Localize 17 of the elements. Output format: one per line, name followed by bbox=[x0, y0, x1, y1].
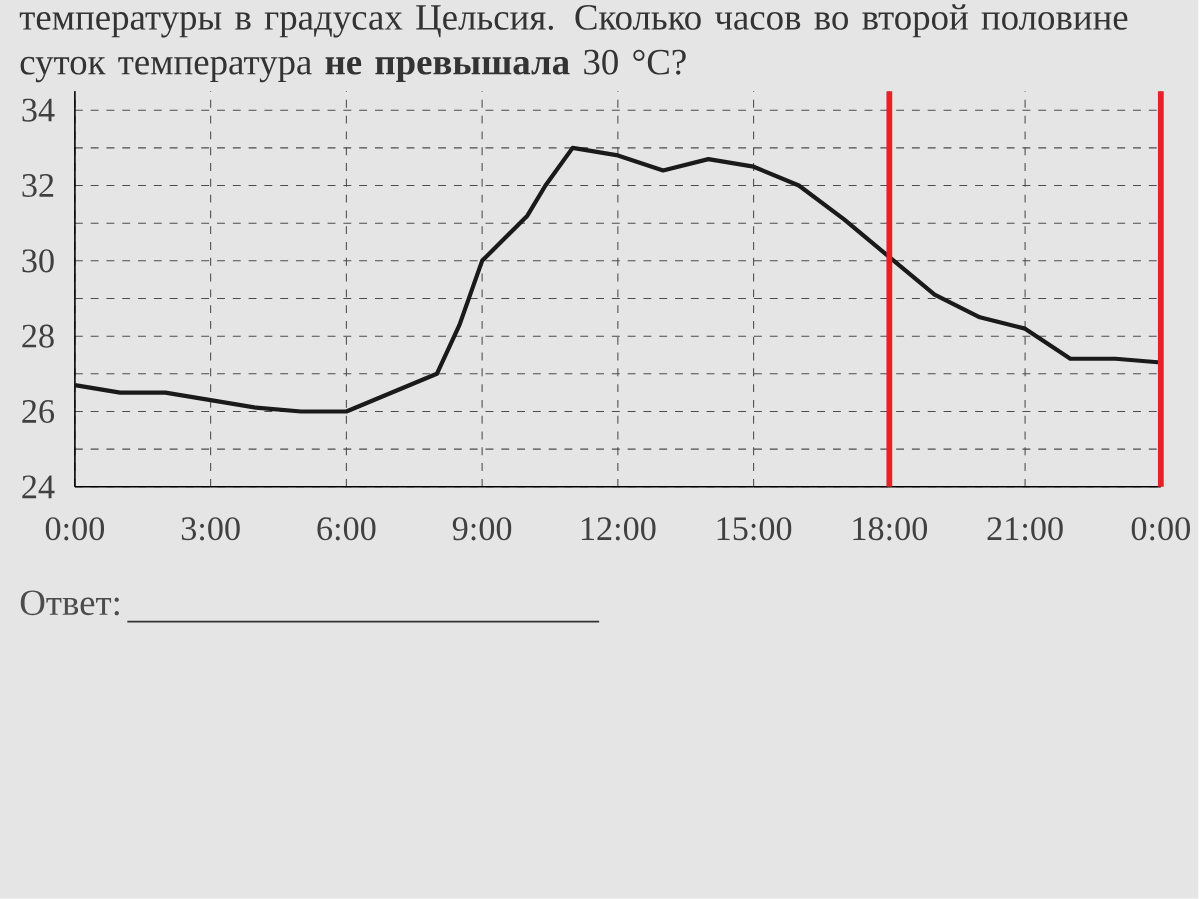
x-tick-label: 3:00 bbox=[181, 517, 240, 541]
y-tick-label: 30 bbox=[22, 249, 54, 273]
x-tick-label: 0:00 bbox=[1131, 517, 1190, 541]
chart-title: температуры в градусах Цельсия. Сколько часов во второй половине суток температура не превышала 30 °C? bbox=[19, 4, 1128, 83]
text: Ответ: bbox=[20, 590, 119, 616]
x-tick-label: 18:00 bbox=[853, 517, 928, 541]
y-tick-label: 26 bbox=[22, 400, 55, 424]
x-tick-label: 0:00 bbox=[45, 517, 105, 541]
x-tick-label: 9:00 bbox=[452, 517, 512, 541]
y-tick-label: 24 bbox=[22, 475, 55, 499]
x-tick-label: 15:00 bbox=[717, 517, 792, 541]
x-tick-label: 21:00 bbox=[987, 517, 1063, 541]
y-tick-label: 32 bbox=[22, 174, 54, 198]
x-tick-label: 12:00 bbox=[581, 517, 656, 541]
y-tick-label: 34 bbox=[22, 98, 55, 122]
x-tick-label: 6:00 bbox=[317, 517, 376, 541]
y-tick-label: 28 bbox=[22, 324, 54, 348]
